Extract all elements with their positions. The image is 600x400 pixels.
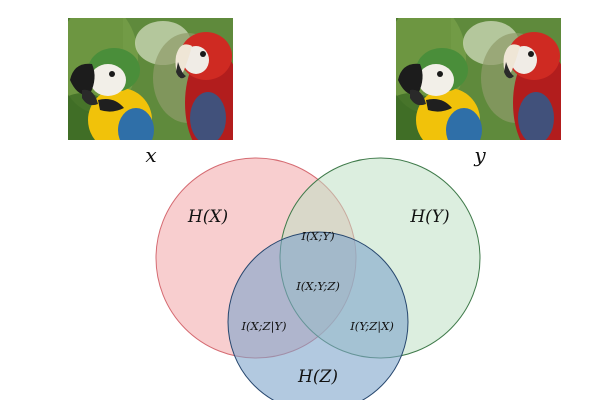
venn-diagram: H(X) H(Y) H(Z) I(X;Y) I(X;Y;Z) I(X;Z|Y) … (155, 157, 481, 400)
image-y (396, 18, 561, 140)
region-label-xyz: I(X;Y;Z) (295, 279, 340, 293)
image-y-label: y (473, 143, 486, 167)
image-x-label: x (145, 143, 156, 167)
image-x (68, 18, 233, 140)
region-label-xz-given-y: I(X;Z|Y) (240, 319, 286, 334)
parrots-photo-icon (68, 18, 233, 140)
parrots-photo-icon (396, 18, 561, 140)
venn-circle-z (227, 231, 409, 400)
set-label-z: H(Z) (297, 367, 338, 387)
region-label-xy: I(X;Y) (300, 229, 334, 243)
set-label-y: H(Y) (409, 207, 449, 227)
set-label-x: H(X) (187, 207, 228, 227)
region-label-yz-given-x: I(Y;Z|X) (349, 319, 394, 334)
